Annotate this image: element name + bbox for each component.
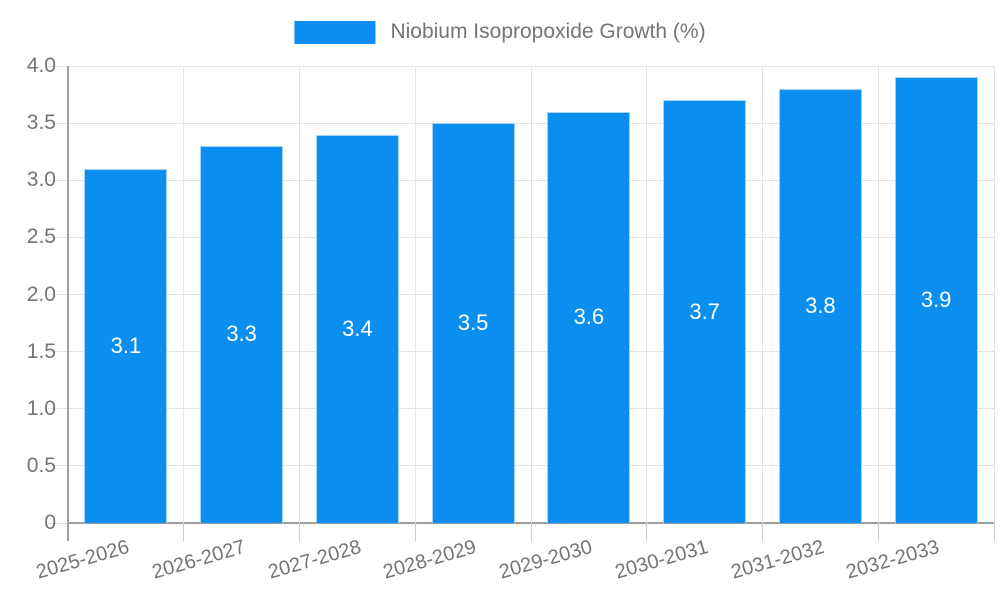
y-axis-tick <box>48 465 68 467</box>
y-axis-tick <box>48 294 68 295</box>
bar-value-label: 3.3 <box>226 321 257 347</box>
y-axis-tick <box>48 179 68 181</box>
x-axis-label: 2026-2027 <box>149 536 248 584</box>
x-axis-label: 2029-2030 <box>496 536 595 584</box>
y-axis-tick <box>48 351 68 353</box>
bar-value-label: 3.6 <box>573 304 605 330</box>
y-axis-tick <box>48 522 68 524</box>
y-axis-tick <box>48 122 68 124</box>
gridline <box>646 66 648 523</box>
x-axis-label: 2032-2033 <box>844 536 943 584</box>
bar-2027-2028[interactable] <box>315 134 399 523</box>
bar-2030-2031[interactable] <box>663 100 747 523</box>
gridline <box>993 66 995 523</box>
gridline <box>299 66 300 523</box>
legend-color-swatch <box>294 20 376 44</box>
gridline <box>530 66 532 523</box>
x-axis-tick <box>993 523 995 541</box>
x-axis-tick <box>646 523 648 541</box>
x-axis-tick <box>530 523 532 541</box>
x-axis-tick <box>183 523 185 541</box>
y-axis-line <box>67 66 69 541</box>
x-axis-label: 2028-2029 <box>381 536 480 584</box>
y-axis-label: 1.0 <box>26 396 56 420</box>
x-axis-tick <box>299 523 300 541</box>
y-axis-label: 1.5 <box>26 339 56 363</box>
y-axis-label: 2.5 <box>26 225 56 249</box>
y-axis-tick <box>48 65 68 67</box>
bar-value-label: 3.8 <box>805 292 836 318</box>
x-axis-tick <box>762 523 763 541</box>
legend-label: Niobium Isopropoxide Growth (%) <box>390 20 706 43</box>
y-axis-label: 0 <box>44 511 56 534</box>
bar-2028-2029[interactable] <box>431 123 515 523</box>
bar-2029-2030[interactable] <box>547 111 631 523</box>
gridline <box>414 66 416 523</box>
bar-value-label: 3.5 <box>457 310 489 336</box>
bar-value-label: 3.1 <box>110 332 142 358</box>
y-axis-label: 3.0 <box>26 168 56 192</box>
y-axis-label: 0.5 <box>26 453 56 477</box>
x-axis-label: 2030-2031 <box>612 536 711 584</box>
bar-2032-2033[interactable] <box>894 77 978 523</box>
bar-value-label: 3.9 <box>920 287 952 313</box>
x-axis-tick <box>414 523 416 541</box>
bar-2026-2027[interactable] <box>200 145 284 523</box>
x-axis-tick <box>877 523 879 541</box>
chart-legend: Niobium Isopropoxide Growth (%) <box>294 20 706 44</box>
x-axis-label: 2031-2032 <box>728 536 827 584</box>
bar-2031-2032[interactable] <box>778 88 862 523</box>
bar-2025-2026[interactable] <box>84 168 168 523</box>
y-axis-tick <box>48 236 68 238</box>
y-axis-label: 3.5 <box>26 111 56 135</box>
y-axis-label: 2.0 <box>26 282 56 306</box>
gridline <box>762 66 763 523</box>
bar-value-label: 3.4 <box>342 315 373 341</box>
gridline <box>183 66 185 523</box>
y-axis-label: 4.0 <box>26 54 56 77</box>
x-axis-label: 2027-2028 <box>265 536 364 584</box>
gridline <box>877 66 879 523</box>
y-axis-tick <box>48 408 68 410</box>
x-axis-label: 2025-2026 <box>33 536 132 584</box>
bar-value-label: 3.7 <box>689 298 720 324</box>
